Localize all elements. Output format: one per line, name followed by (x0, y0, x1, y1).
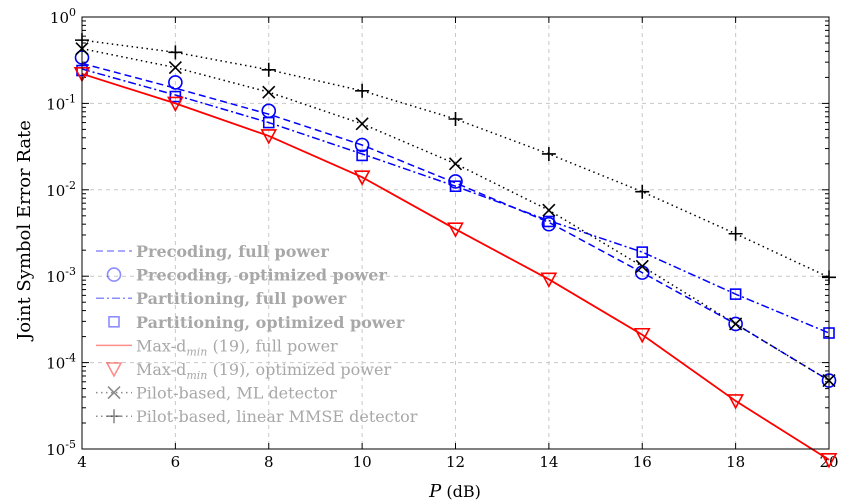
data-point (541, 216, 557, 232)
y-tick-label: 10-5 (46, 438, 76, 459)
y-tick-label: 100 (50, 6, 76, 27)
y-tick-label: 10-2 (46, 179, 76, 200)
data-point (353, 170, 371, 186)
data-point (543, 215, 555, 228)
legend-item: Partitioning, full power (96, 289, 347, 308)
data-point (635, 184, 650, 199)
y-tick-label: 10-3 (46, 265, 76, 286)
data-point (541, 146, 556, 161)
series-2 (81, 68, 830, 334)
series-4 (81, 72, 830, 461)
x-tick-label: 12 (446, 453, 465, 471)
data-point (355, 83, 370, 98)
data-point (448, 111, 463, 126)
data-point (728, 226, 743, 241)
y-tick-label: 10-4 (46, 352, 76, 373)
series-5 (73, 67, 838, 469)
x-tick-label: 14 (539, 453, 558, 471)
data-point (169, 90, 182, 103)
x-tick-label: 8 (264, 453, 274, 471)
legend-item: Precoding, optimized power (106, 266, 387, 285)
data-point (167, 96, 184, 113)
series-line (81, 68, 830, 334)
x-tick-label: 4 (77, 453, 87, 471)
legend-label: Pilot-based, linear MMSE detector (136, 407, 418, 426)
legend-label: Partitioning, full power (136, 289, 347, 308)
data-point (448, 157, 463, 171)
data-point (540, 272, 558, 289)
data-point (354, 137, 370, 153)
legend-label: Precoding, optimized power (136, 266, 387, 285)
data-point (729, 317, 743, 331)
legend-item: Pilot-based, ML detector (96, 384, 337, 403)
y-tick-label: 10-1 (46, 92, 76, 113)
x-axis-label: P (dB) (428, 481, 481, 501)
data-point (448, 174, 463, 189)
series-0 (81, 62, 830, 382)
plot-frame (81, 16, 830, 450)
legend-label: Pilot-based, ML detector (136, 384, 337, 403)
legend-item: Precoding, full power (96, 242, 329, 261)
x-tick-label: 16 (633, 453, 652, 471)
x-tick-label: 6 (171, 453, 181, 471)
data-point (447, 222, 464, 238)
data-point (168, 60, 182, 75)
data-point (636, 246, 649, 258)
data-point (728, 316, 743, 332)
legend-marker (107, 386, 121, 400)
legend-marker (108, 315, 120, 328)
series-line (81, 62, 830, 382)
legend-item: Max-dmin (19), full power (96, 336, 338, 358)
legend-marker (106, 267, 122, 282)
legend-marker (107, 409, 121, 424)
data-point (820, 452, 838, 469)
legend-label: Max-dmin (19), optimized power (136, 360, 391, 382)
data-point (729, 288, 742, 300)
data-point (449, 180, 462, 193)
legend-item: Partitioning, optimized power (108, 313, 405, 332)
legend-item: Pilot-based, linear MMSE detector (96, 407, 418, 426)
data-series (73, 33, 838, 469)
x-tick-label: 10 (353, 453, 372, 471)
data-point (542, 203, 556, 217)
series-1 (74, 50, 837, 388)
data-point (260, 129, 278, 145)
series-line (81, 72, 830, 461)
data-point (168, 45, 183, 60)
legend: Precoding, full power Precoding, optimize… (96, 242, 418, 426)
x-tick-label: 18 (726, 453, 745, 471)
data-point (262, 85, 276, 99)
data-point (261, 62, 276, 77)
data-point (262, 116, 275, 129)
legend-label: Partitioning, optimized power (136, 313, 405, 332)
legend-label: Max-dmin (19), full power (136, 336, 338, 358)
data-point (727, 394, 744, 410)
data-point (356, 149, 368, 162)
legend-item: Max-dmin (19), optimized power (105, 360, 391, 382)
legend-label: Precoding, full power (136, 242, 329, 261)
data-point (635, 259, 649, 273)
legend-marker (105, 362, 123, 378)
y-axis-label: Joint Symbol Error Rate (14, 120, 35, 342)
series-6 (75, 42, 836, 388)
data-point (168, 75, 183, 90)
data-point (633, 327, 651, 344)
series-line (81, 39, 830, 279)
data-point (355, 117, 369, 131)
